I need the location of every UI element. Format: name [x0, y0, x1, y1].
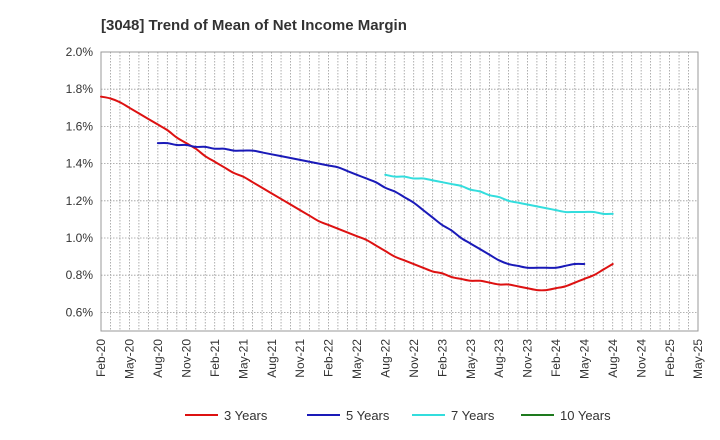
- y-tick-label: 0.8%: [66, 268, 94, 282]
- series-line-7-years: [384, 173, 614, 215]
- x-tick-label: Feb-21: [208, 339, 222, 377]
- legend-label-10-years: 10 Years: [560, 408, 611, 423]
- x-tick-label: Feb-24: [549, 339, 563, 377]
- y-tick-label: 1.4%: [66, 157, 94, 171]
- x-tick-label: Aug-22: [378, 339, 392, 378]
- x-tick-label: Feb-20: [94, 339, 108, 377]
- x-axis-ticks: Feb-20 May-20 Aug-20 Nov-20 Feb-21 May-21 Aug-…: [94, 339, 705, 379]
- y-tick-label: 2.0%: [66, 45, 94, 59]
- x-tick-label: Aug-23: [492, 339, 506, 378]
- y-tick-label: 1.8%: [66, 82, 94, 96]
- legend-label-3-years: 3 Years: [224, 408, 268, 423]
- x-tick-label: May-23: [464, 339, 478, 379]
- y-axis-ticks: 0.6% 0.8% 1.0% 1.2% 1.4% 1.6% 1.8% 2.0%: [66, 45, 94, 319]
- x-tick-label: Aug-24: [606, 339, 620, 378]
- x-tick-label: Nov-21: [293, 339, 307, 378]
- series-line-3-years: [100, 95, 614, 292]
- x-tick-label: May-24: [577, 339, 591, 379]
- grid-layer: [101, 52, 698, 331]
- x-tick-label: Nov-20: [179, 339, 193, 378]
- x-tick-label: May-25: [691, 339, 705, 379]
- x-tick-label: Nov-23: [521, 339, 535, 378]
- x-tick-label: Feb-25: [663, 339, 677, 377]
- series-line-5-years: [156, 142, 586, 269]
- x-tick-label: May-21: [236, 339, 250, 379]
- legend-label-5-years: 5 Years: [346, 408, 390, 423]
- x-tick-label: Feb-22: [322, 339, 336, 377]
- y-tick-label: 1.6%: [66, 119, 94, 133]
- x-tick-label: Nov-24: [634, 339, 648, 378]
- y-tick-label: 0.6%: [66, 305, 94, 319]
- plot-area: [100, 51, 699, 332]
- legend-label-7-years: 7 Years: [451, 408, 495, 423]
- chart-title: [3048] Trend of Mean of Net Income Margi…: [101, 17, 407, 34]
- x-tick-label: May-22: [350, 339, 364, 379]
- x-tick-label: Nov-22: [407, 339, 421, 378]
- y-tick-label: 1.0%: [66, 231, 94, 245]
- x-tick-label: Aug-20: [151, 339, 165, 378]
- legend: 3 Years 5 Years 7 Years 10 Years: [185, 408, 611, 423]
- x-tick-label: Aug-21: [265, 339, 279, 378]
- series-layer: [100, 95, 614, 292]
- y-tick-label: 1.2%: [66, 194, 94, 208]
- x-tick-label: May-20: [123, 339, 137, 379]
- x-tick-label: Feb-23: [435, 339, 449, 377]
